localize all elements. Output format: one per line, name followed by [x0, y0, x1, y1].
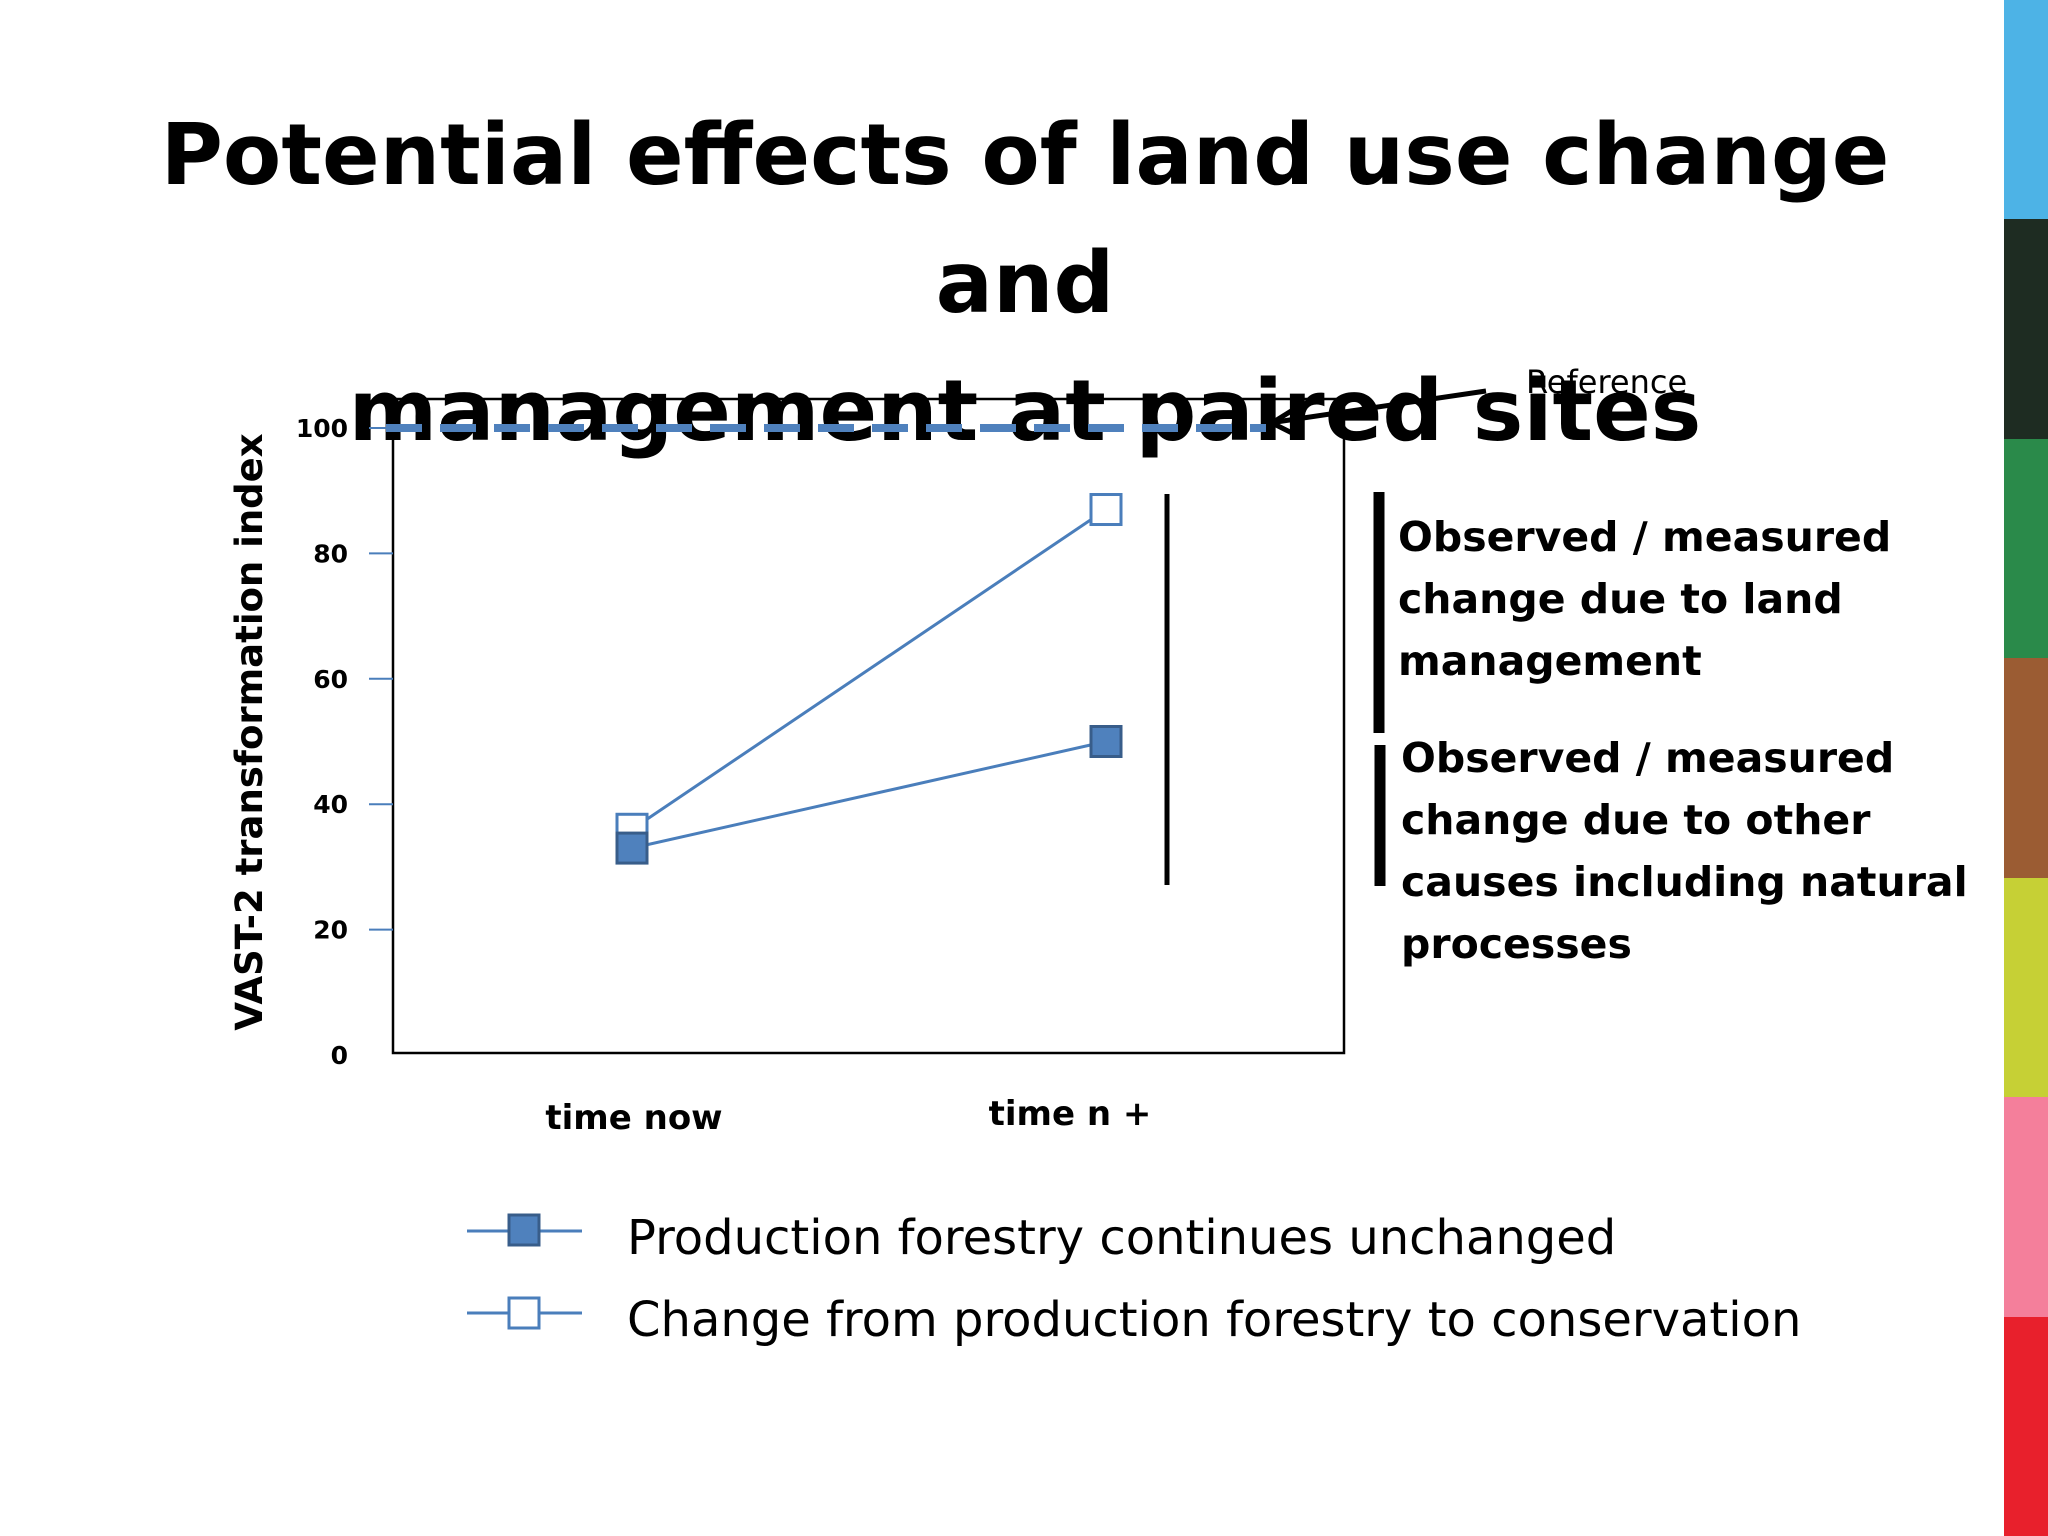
y-tick-label: 40 — [313, 790, 348, 819]
data-point-open — [1089, 493, 1123, 527]
y-axis: 0 20 40 60 80 100 — [296, 414, 393, 1070]
series-layer — [615, 493, 1123, 865]
color-strip-segment — [2004, 219, 2048, 439]
title-line-2: management at paired sites — [348, 362, 1702, 461]
x-category-label: time n + — [989, 1094, 1152, 1134]
y-axis-title: VAST-2 transformation index — [228, 433, 271, 1030]
reference-arrow-head — [1266, 405, 1300, 439]
data-point-filled — [1089, 725, 1123, 758]
slide-title: Potential effects of land use change and… — [80, 92, 1970, 476]
color-strip — [2004, 0, 2048, 1536]
color-strip-segment — [2004, 877, 2048, 1098]
note-line: Observed / measured — [1401, 734, 1895, 782]
series-line — [631, 740, 1107, 850]
title-line-1: Potential effects of land use change and — [160, 106, 1890, 333]
y-tick-label: 60 — [313, 665, 348, 694]
note-line: Observed / measured — [1398, 513, 1892, 561]
color-strip-segment — [2004, 1097, 2048, 1317]
x-categories: time now time n + — [545, 1094, 1151, 1138]
legend-label: Change from production forestry to conse… — [627, 1292, 1802, 1348]
data-point-filled — [615, 831, 649, 865]
legend-label: Production forestry continues unchanged — [627, 1210, 1617, 1266]
x-category-label: time now — [545, 1098, 722, 1138]
plot-frame — [391, 397, 1346, 1055]
management-change-note: Observed / measured change due to land m… — [1398, 506, 1891, 692]
y-tick-label: 20 — [313, 916, 348, 945]
color-strip-segment — [2004, 438, 2048, 659]
color-strip-segment — [2004, 1316, 2048, 1536]
other-causes-note: Observed / measured change due to other … — [1401, 727, 1968, 975]
y-tick-label: 80 — [313, 539, 348, 568]
color-strip-segment — [2004, 658, 2048, 878]
color-strip-segment — [2004, 0, 2048, 220]
note-line: change due to land — [1398, 575, 1843, 623]
reference-label: Reference — [1526, 363, 1687, 401]
reference-arrow-shaft — [1275, 388, 1487, 425]
note-line: processes — [1401, 920, 1632, 968]
note-line: change due to other — [1401, 796, 1871, 844]
note-line: management — [1398, 637, 1702, 685]
note-line: causes including natural — [1401, 858, 1968, 906]
y-tick-label: 0 — [331, 1041, 348, 1070]
legend-marker-open — [467, 1296, 582, 1330]
series-line — [631, 508, 1107, 831]
legend-marker-filled — [467, 1213, 582, 1247]
y-tick-label: 100 — [296, 414, 348, 443]
